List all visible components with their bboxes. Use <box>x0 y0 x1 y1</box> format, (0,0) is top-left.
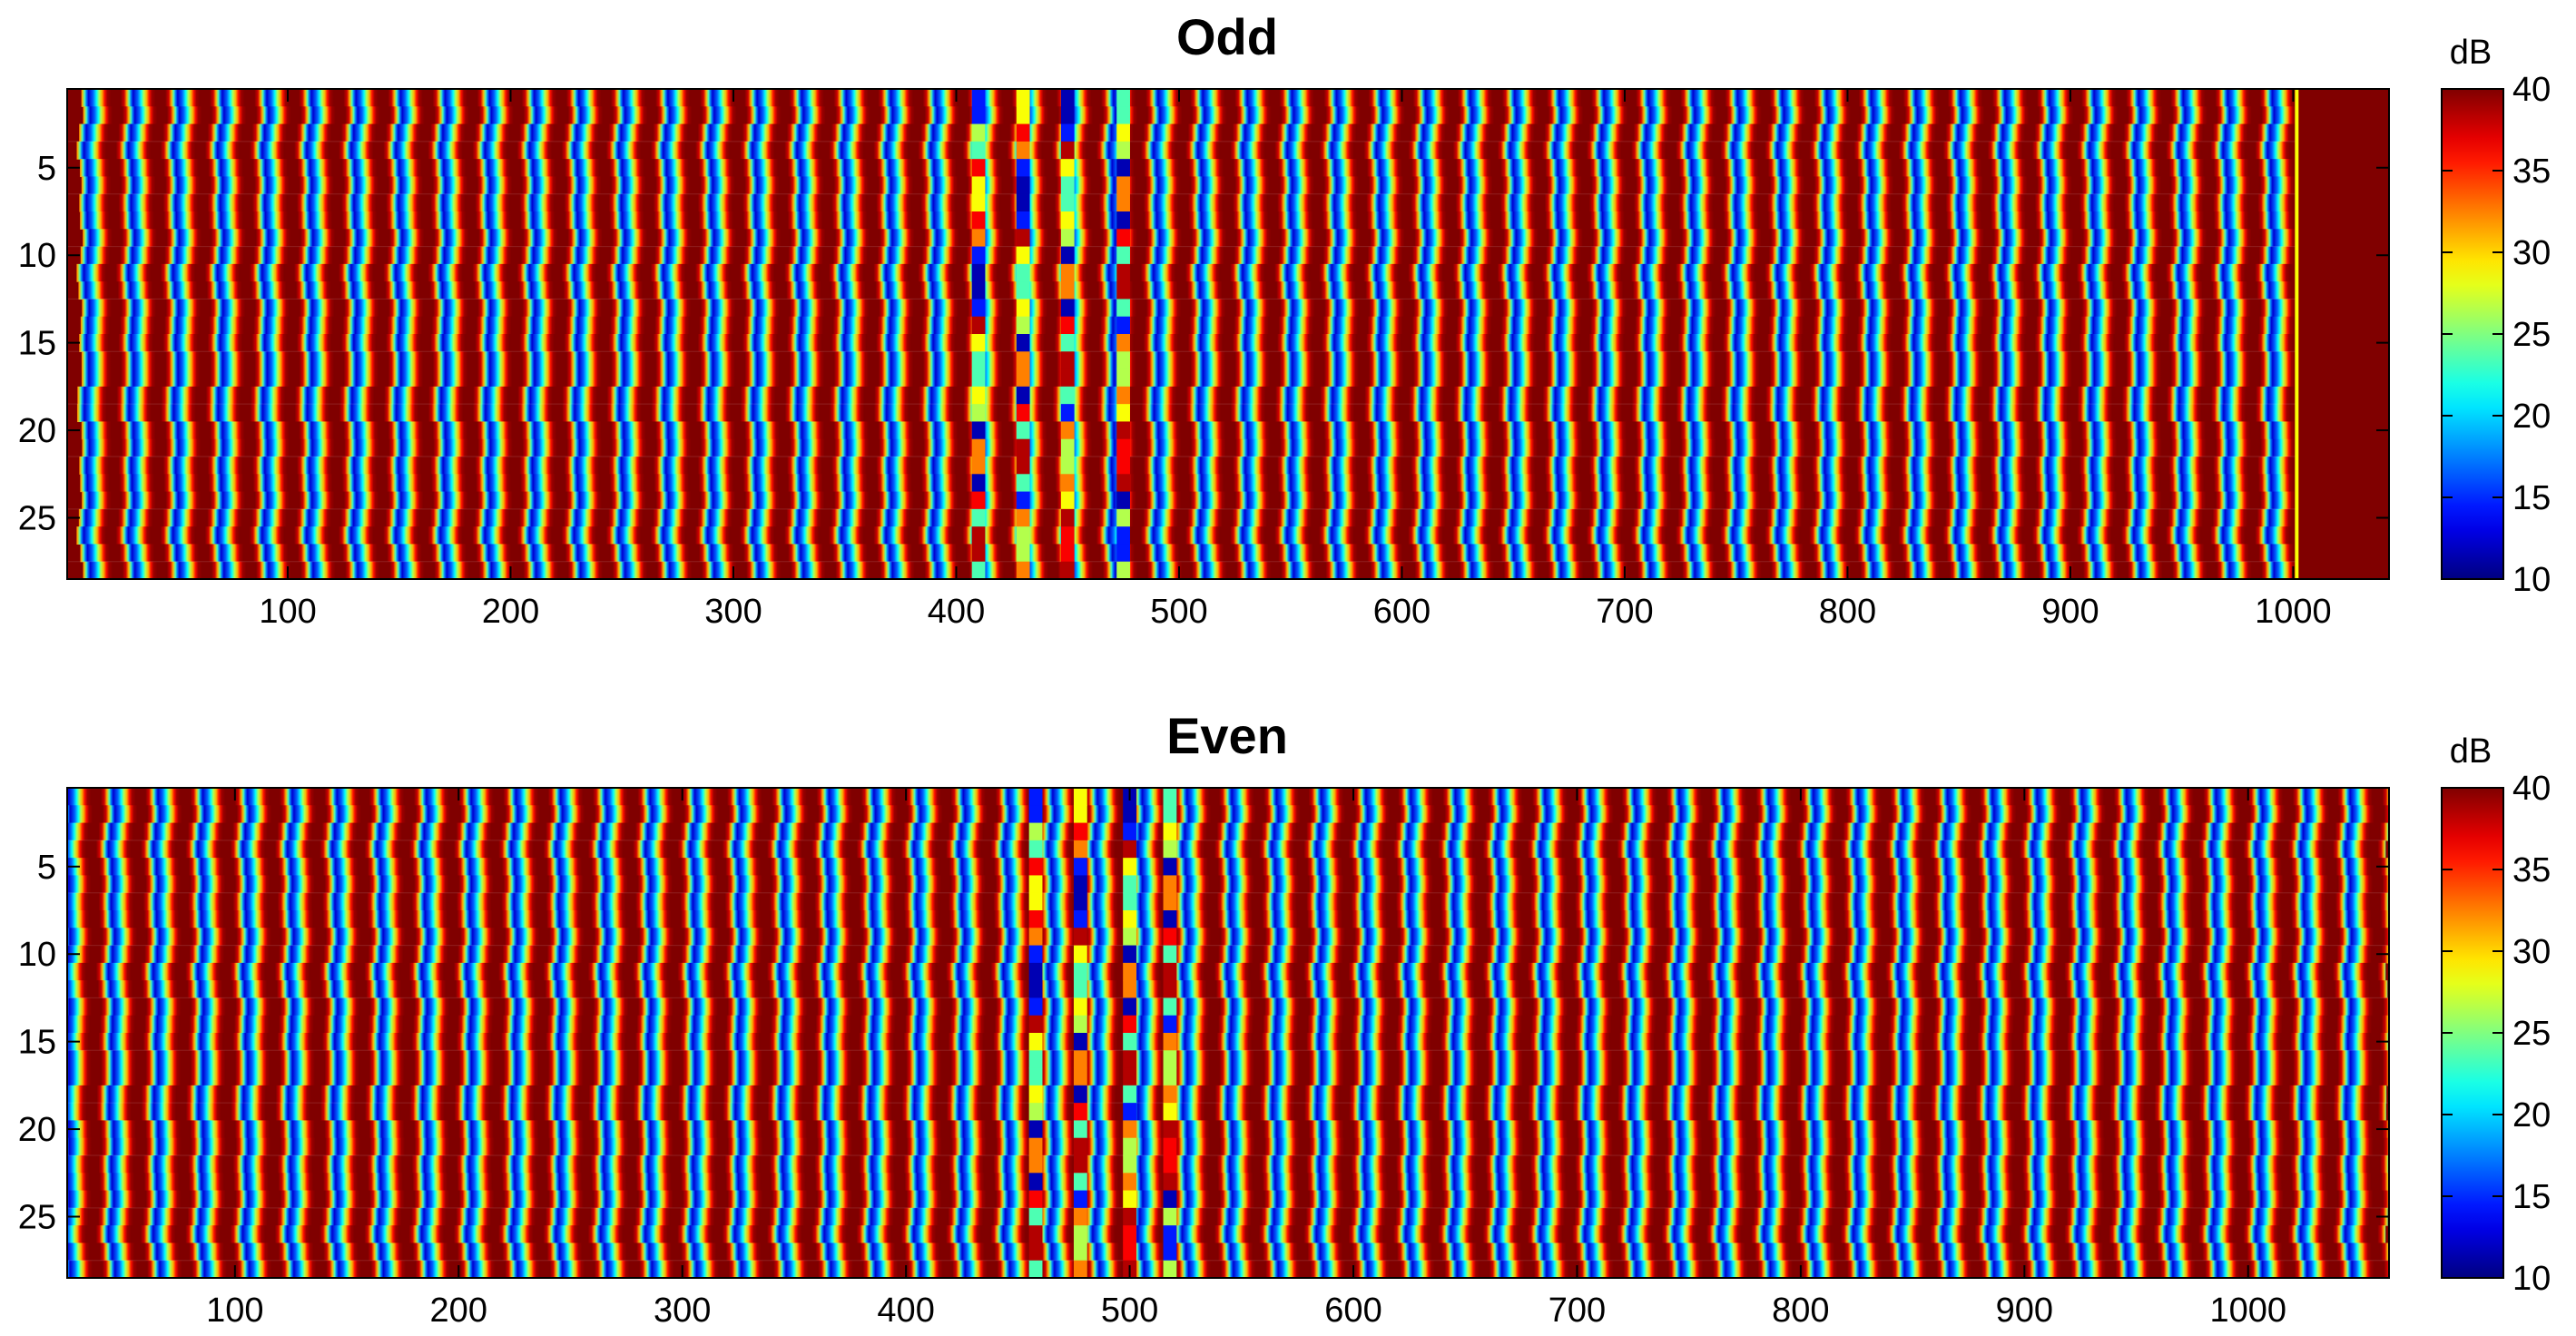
y-tick-label: 20 <box>18 1111 56 1149</box>
colorbar-tick-label: 35 <box>2512 851 2551 889</box>
chart-title-odd: Odd <box>1176 8 1278 65</box>
x-tick-label: 700 <box>1596 593 1653 631</box>
y-tick-label: 15 <box>18 325 56 363</box>
colorbar-tick-label: 15 <box>2512 479 2551 517</box>
panel-odd: Odd 100 200 300 400 500 600 700 800 900 1000 5101… <box>18 8 2551 631</box>
x-tick-label: 1000 <box>2209 1292 2286 1330</box>
x-tick-label: 300 <box>654 1292 711 1330</box>
x-tick-label: 500 <box>1101 1292 1158 1330</box>
colorbar-tick-label: 20 <box>2512 1096 2551 1135</box>
x-tick-label: 800 <box>1772 1292 1829 1330</box>
x-tick-label: 400 <box>877 1292 934 1330</box>
heatmap-even <box>67 788 2389 1278</box>
x-tick-label: 100 <box>259 593 316 631</box>
x-tick-label: 600 <box>1373 593 1431 631</box>
x-axis-odd: 100 200 300 400 500 600 700 800 900 1000 <box>259 89 2332 631</box>
x-tick-label: 500 <box>1150 593 1207 631</box>
colorbar-tick-label: 30 <box>2512 933 2551 971</box>
x-tick-label: 100 <box>206 1292 263 1330</box>
x-tick-label: 800 <box>1819 593 1876 631</box>
y-tick-label: 25 <box>18 500 56 538</box>
y-tick-label: 20 <box>18 412 56 450</box>
colorbar-tick-label: 25 <box>2512 1015 2551 1053</box>
x-tick-label: 200 <box>482 593 539 631</box>
y-axis-even: 5 10 15 20 25 <box>18 849 2389 1237</box>
colorbar-tick-label: 20 <box>2512 398 2551 436</box>
y-tick-label: 25 <box>18 1199 56 1237</box>
colorbar-label-even: dB <box>2450 732 2492 771</box>
x-tick-label: 900 <box>2041 593 2099 631</box>
colorbar-tick-label: 35 <box>2512 152 2551 191</box>
y-tick-label: 10 <box>18 237 56 275</box>
y-tick-label: 5 <box>37 849 56 887</box>
colorbar-ticks-even: 10 15 20 25 30 35 40 <box>2442 770 2551 1298</box>
x-tick-label: 300 <box>704 593 762 631</box>
colorbar-tick-label: 30 <box>2512 234 2551 272</box>
x-tick-label: 1000 <box>2255 593 2332 631</box>
colorbar-tick-label: 40 <box>2512 770 2551 808</box>
colorbar-tick-label: 10 <box>2512 561 2551 599</box>
y-axis-odd: 5 10 15 20 25 <box>18 150 2389 538</box>
colorbar-tick-label: 10 <box>2512 1260 2551 1298</box>
plot-frame-odd <box>66 88 2390 580</box>
x-tick-label: 700 <box>1549 1292 1606 1330</box>
colorbar-tick-label: 15 <box>2512 1178 2551 1216</box>
panel-even: Even 100 200 300 400 500 600 700 800 900 1000 5 10… <box>18 707 2551 1330</box>
colorbar-tick-label: 25 <box>2512 316 2551 354</box>
plot-frame-even <box>66 787 2390 1279</box>
chart-title-even: Even <box>1166 707 1288 764</box>
x-tick-label: 200 <box>430 1292 487 1330</box>
x-tick-label: 600 <box>1324 1292 1381 1330</box>
x-tick-label: 400 <box>928 593 985 631</box>
y-tick-label: 10 <box>18 936 56 974</box>
x-tick-label: 900 <box>1996 1292 2053 1330</box>
colorbar-label-odd: dB <box>2450 34 2492 72</box>
y-tick-label: 5 <box>37 150 56 188</box>
x-axis-even: 100 200 300 400 500 600 700 800 900 1000 <box>206 788 2286 1330</box>
y-tick-label: 15 <box>18 1024 56 1062</box>
heatmap-odd <box>67 89 2389 579</box>
colorbar-ticks-odd: 10 15 20 25 30 35 40 <box>2442 71 2551 599</box>
colorbar-tick-label: 40 <box>2512 71 2551 109</box>
